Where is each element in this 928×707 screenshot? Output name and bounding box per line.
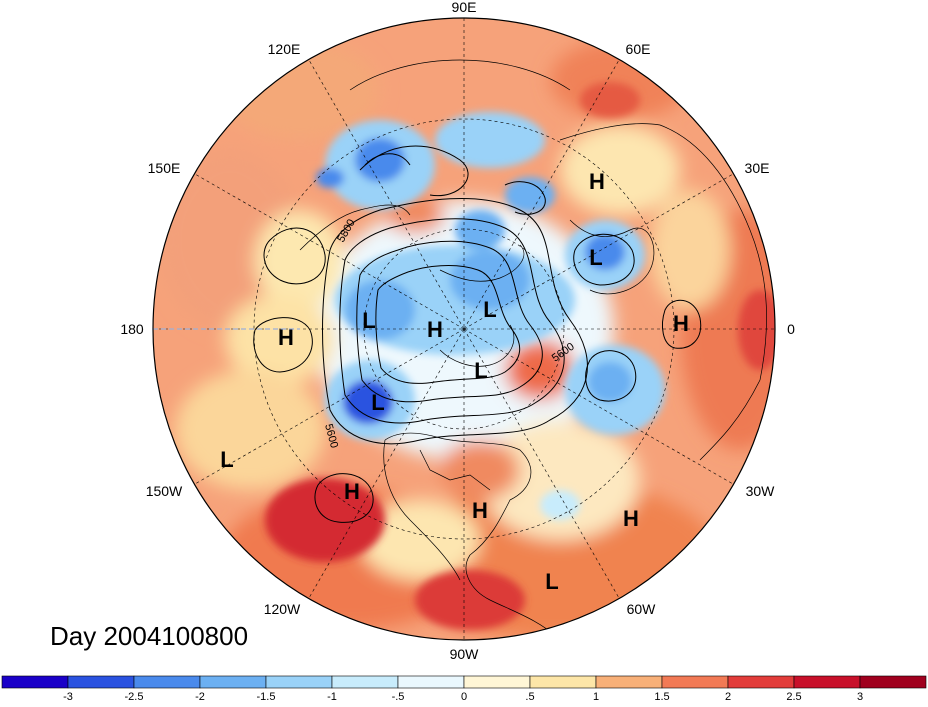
lon-label-150w: 150W: [146, 483, 183, 499]
pressure-center-low: L: [362, 308, 375, 333]
colorbar-tick-label: 1: [593, 691, 599, 702]
colorbar-swatch: [727, 675, 795, 689]
pressure-center-high: H: [472, 498, 488, 523]
lon-label-90e: 90E: [452, 0, 477, 15]
lon-label-60w: 60W: [627, 601, 657, 617]
colorbar-tick-label: -2.5: [125, 691, 144, 702]
pressure-center-high: H: [673, 311, 689, 336]
colorbar-swatch: [397, 675, 465, 689]
pressure-center-high: H: [344, 479, 360, 504]
anomaly-field: [153, 18, 775, 640]
colorbar-swatch: [463, 675, 531, 689]
coastlines: [299, 59, 767, 640]
pressure-center-low: L: [545, 569, 558, 594]
colorbar-swatch: [661, 675, 729, 689]
map-title: Day 2004100800: [50, 621, 248, 651]
pressure-center-low: L: [589, 245, 602, 270]
longitude-labels: 90E 120E 60E 150E 30E 180 0 150W 30W 120…: [120, 0, 795, 662]
lon-label-120w: 120W: [264, 601, 301, 617]
pressure-centers: H L H L L H H L L L H H H L: [220, 169, 689, 594]
pressure-center-high: H: [278, 325, 294, 350]
map-boundary: [152, 17, 776, 641]
colorbar-swatch: [133, 675, 201, 689]
colorbar-swatch: [199, 675, 267, 689]
colorbar-swatch: [1, 675, 69, 689]
pressure-center-low: L: [220, 447, 233, 472]
colorbar-tick-label: 0: [461, 691, 467, 702]
lon-label-0: 0: [787, 321, 795, 337]
colorbar-tick-label: .5: [525, 691, 534, 702]
lon-label-30w: 30W: [746, 483, 776, 499]
lon-label-180: 180: [120, 321, 144, 337]
pressure-center-high: H: [589, 169, 605, 194]
colorbar-swatch: [265, 675, 333, 689]
colorbar-tick-label: -2: [195, 691, 205, 702]
colorbar-swatch: [529, 675, 597, 689]
colorbar-tick-label: 2.5: [786, 691, 801, 702]
pressure-center-low: L: [371, 390, 384, 415]
height-contours: [253, 145, 702, 523]
colorbar-swatch: [67, 675, 135, 689]
pressure-center-low: L: [474, 358, 487, 383]
lon-label-90w: 90W: [450, 646, 480, 662]
lon-label-120e: 120E: [268, 41, 301, 57]
colorbar-tick-label: -1: [327, 691, 337, 702]
pressure-center-high: H: [623, 506, 639, 531]
lon-label-150e: 150E: [148, 160, 181, 176]
colorbar-tick-label: -3: [63, 691, 73, 702]
colorbar-swatch: [859, 675, 927, 689]
lon-label-60e: 60E: [626, 41, 651, 57]
lon-label-30e: 30E: [745, 160, 770, 176]
colorbar-swatch: [331, 675, 399, 689]
colorbar-tick-label: -.5: [392, 691, 405, 702]
colorbar-tick-label: 3: [857, 691, 863, 702]
colorbar-tick-label: -1.5: [257, 691, 276, 702]
pressure-center-low: L: [483, 297, 496, 322]
graticule: [153, 18, 775, 640]
colorbar-tick-label: 2: [725, 691, 731, 702]
colorbar-tick-label: 1.5: [654, 691, 669, 702]
pressure-center-high: H: [427, 317, 443, 342]
colorbar-swatch: [793, 675, 861, 689]
colorbar-swatch: [595, 675, 663, 689]
colorbar: -3 -2.5 -2 -1.5 -1 -.5 0 .5 1 1.5 2 2.5 3: [1, 675, 927, 703]
